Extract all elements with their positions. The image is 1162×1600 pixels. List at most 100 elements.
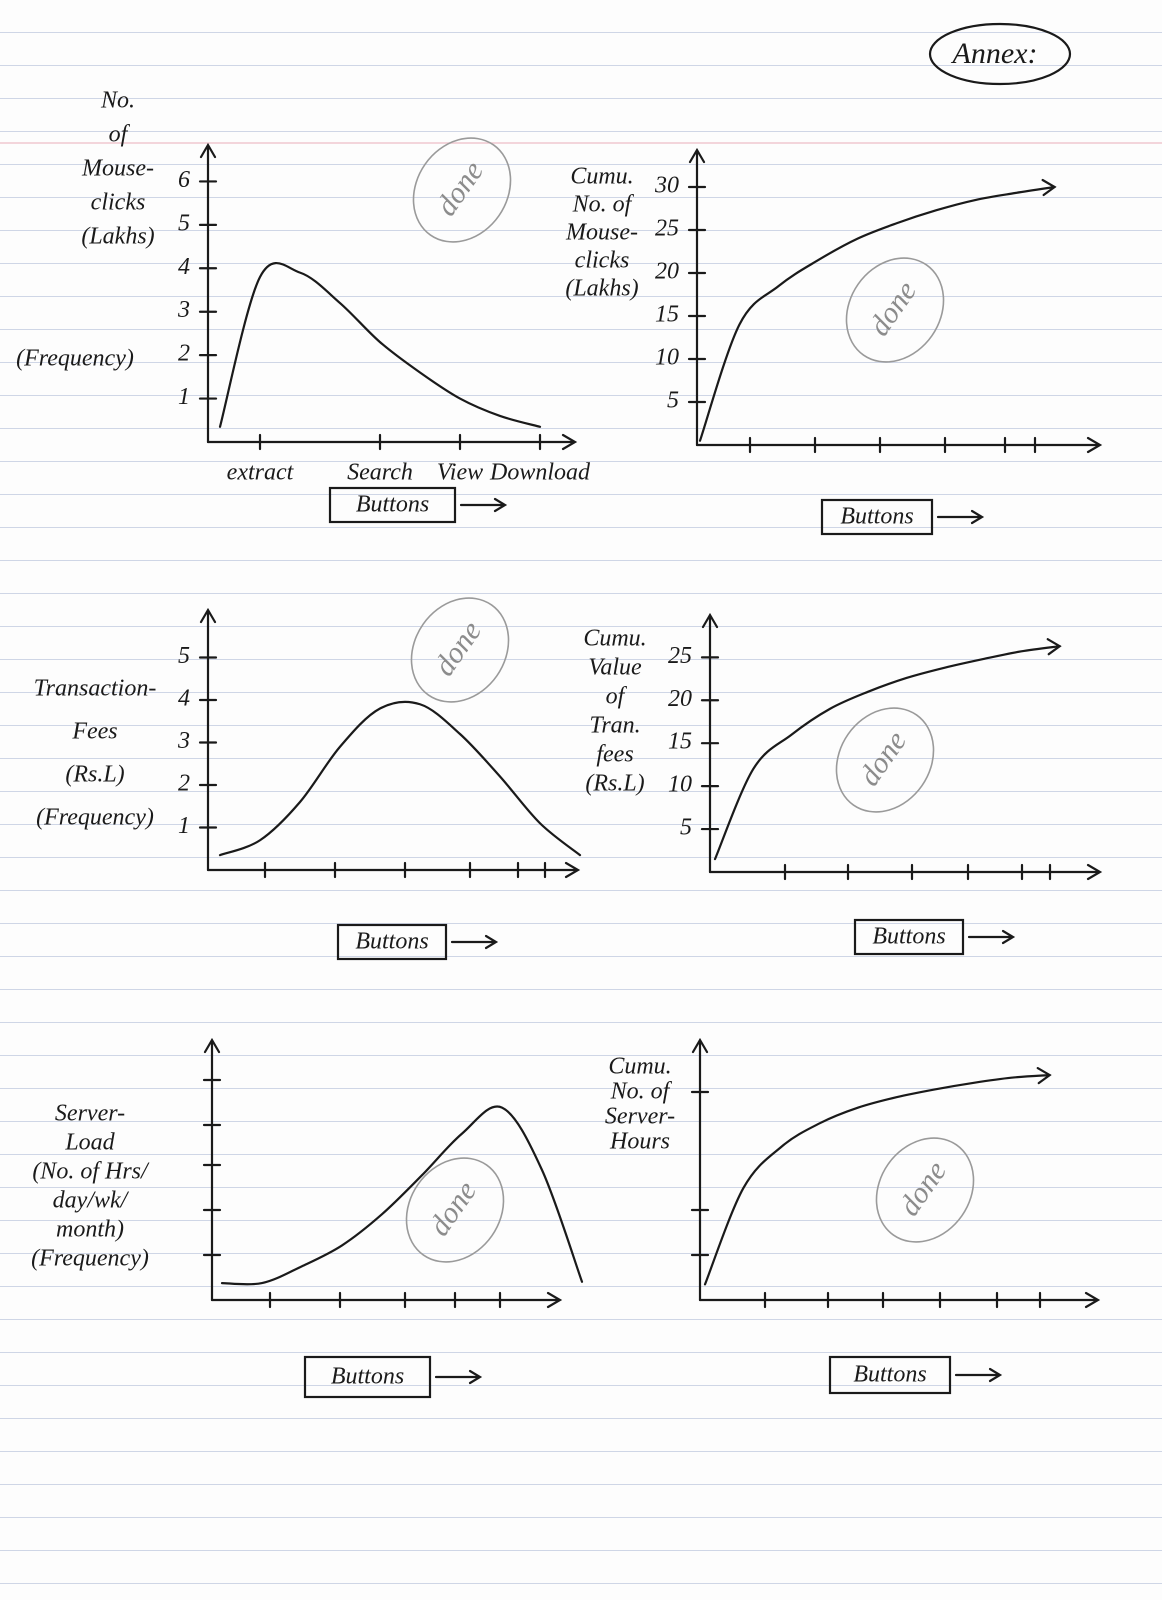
page-title: Annex:: [951, 37, 1038, 70]
y-axis-label: Tran.: [589, 713, 640, 739]
done-stamp: done: [430, 155, 490, 222]
x-tick-label: Download: [489, 460, 591, 486]
x-label-arrow: [434, 1369, 483, 1385]
y-axis-label: (Lakhs): [565, 276, 638, 302]
y-tick-label: 30: [654, 173, 679, 199]
y-tick-label: 20: [655, 259, 679, 285]
x-axis: [708, 863, 1103, 881]
y-tick-label: 3: [177, 297, 190, 323]
x-tick-label: extract: [227, 460, 295, 486]
curve: [218, 262, 542, 428]
y-axis: [199, 607, 217, 872]
y-axis-label: No.: [100, 88, 135, 114]
y-axis-label: (No. of Hrs/: [32, 1159, 150, 1185]
y-tick-label: 3: [177, 728, 190, 754]
done-oval: [835, 707, 935, 813]
y-axis-label: Hours: [609, 1129, 670, 1155]
y-tick-label: 25: [668, 643, 692, 669]
y-axis-label: Server-: [55, 1101, 125, 1127]
y-axis: [688, 147, 706, 447]
curve: [220, 1105, 584, 1286]
x-axis-label: Buttons: [355, 929, 428, 955]
y-tick-label: 4: [178, 254, 190, 280]
y-axis-label: No. of: [610, 1079, 673, 1105]
y-tick-label: 10: [655, 345, 679, 371]
y-axis-label: Fees: [71, 719, 117, 745]
x-axis-label: Buttons: [872, 924, 945, 950]
y-axis-note: (Frequency): [16, 346, 134, 372]
y-axis: [203, 1037, 221, 1302]
y-axis: [691, 1037, 709, 1302]
y-axis-label: Value: [588, 655, 642, 681]
y-axis-label: (Rs.L): [585, 771, 644, 797]
y-axis-label: fees: [596, 742, 633, 768]
x-label-arrow: [459, 497, 508, 513]
y-tick-label: 5: [178, 643, 190, 669]
y-axis-label: Transaction-: [34, 676, 157, 702]
y-tick-label: 10: [668, 772, 692, 798]
y-axis-label: clicks: [575, 248, 630, 274]
y-axis-label: (Frequency): [31, 1246, 149, 1272]
curve-arrow: [1041, 178, 1057, 197]
x-axis-label: Buttons: [853, 1362, 926, 1388]
y-axis-label: of: [606, 684, 628, 710]
y-axis-label: month): [56, 1217, 124, 1243]
x-label-box: [328, 486, 457, 524]
y-axis-label: (Frequency): [36, 805, 154, 831]
done-oval: [845, 257, 945, 363]
y-tick-label: 1: [178, 384, 190, 410]
y-axis: [199, 142, 217, 444]
x-axis: [695, 436, 1103, 454]
done-oval: [410, 597, 510, 703]
y-tick-label: 15: [655, 302, 679, 328]
y-axis-label: Server-: [605, 1104, 675, 1130]
y-tick-label: 5: [680, 815, 692, 841]
y-axis-label: No. of: [572, 192, 635, 218]
x-label-arrow: [954, 1367, 1003, 1383]
x-tick-label: Search: [347, 460, 413, 486]
y-axis-label: of: [109, 122, 131, 148]
y-axis-label: Mouse-: [565, 220, 638, 246]
y-axis-label: (Rs.L): [65, 762, 124, 788]
x-axis-label: Buttons: [840, 504, 913, 530]
x-axis: [206, 861, 581, 879]
y-axis-label: Load: [64, 1130, 115, 1156]
title-oval: [928, 22, 1072, 86]
curve-arrow: [1036, 1067, 1052, 1085]
y-tick-label: 6: [178, 167, 190, 193]
curve: [698, 185, 1056, 442]
y-tick-label: 15: [668, 729, 692, 755]
y-axis-label: clicks: [91, 190, 146, 216]
done-oval: [875, 1137, 975, 1243]
y-tick-label: 20: [668, 686, 692, 712]
curve: [703, 1074, 1051, 1286]
y-tick-label: 1: [178, 813, 190, 839]
y-axis-label: Cumu.: [570, 164, 633, 190]
x-label-box: [820, 498, 934, 536]
x-axis: [210, 1291, 563, 1309]
y-axis-label: Mouse-: [81, 156, 154, 182]
x-label-box: [828, 1355, 952, 1395]
x-axis-label: Buttons: [356, 492, 429, 518]
y-axis-label: day/wk/: [53, 1188, 130, 1214]
x-label-box: [303, 1355, 432, 1399]
x-label-box: [853, 918, 965, 956]
x-axis: [206, 433, 578, 451]
y-tick-label: 25: [655, 216, 679, 242]
x-label-arrow: [967, 929, 1016, 945]
y-tick-label: 4: [178, 686, 190, 712]
x-axis: [698, 1291, 1101, 1309]
x-label-arrow: [450, 934, 499, 950]
y-axis-label: Cumu.: [608, 1054, 671, 1080]
x-axis-label: Buttons: [331, 1364, 404, 1390]
y-axis-label: Cumu.: [583, 626, 646, 652]
y-axis-label: (Lakhs): [81, 224, 154, 250]
y-tick-label: 5: [667, 388, 679, 414]
x-label-box: [336, 923, 448, 961]
x-label-arrow: [936, 509, 985, 525]
x-tick-label: View: [437, 460, 483, 486]
done-stamp: done: [893, 1155, 953, 1222]
curve: [713, 645, 1061, 861]
